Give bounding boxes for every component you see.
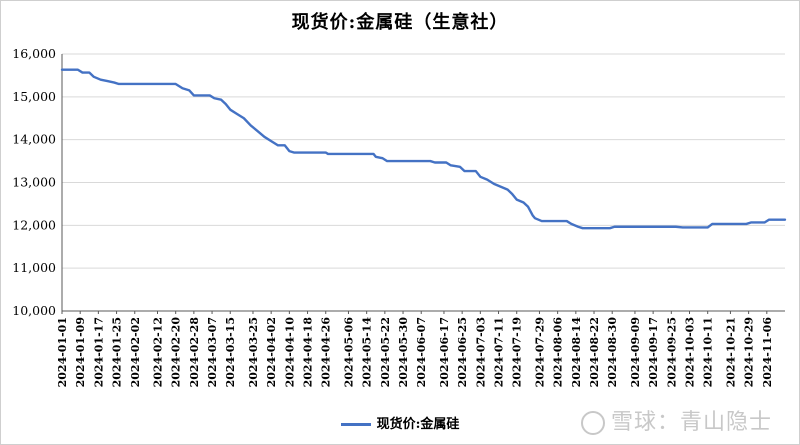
x-tick-label: 2024-07-29 xyxy=(533,317,546,387)
x-tick-label: 2024-05-06 xyxy=(342,317,355,388)
y-tick-label: 12,000 xyxy=(12,217,56,232)
x-tick-label: 2024-09-25 xyxy=(665,317,678,387)
series-line xyxy=(60,68,787,230)
x-tick-label: 2024-07-19 xyxy=(511,317,524,387)
x-tick-label: 2024-06-17 xyxy=(438,317,451,387)
x-tick-label: 2024-01-01 xyxy=(56,317,69,387)
x-tick-label: 2024-03-15 xyxy=(224,317,237,387)
y-tick-label: 14,000 xyxy=(12,132,56,147)
x-tick-labels: 2024-01-01 2024-01-09 2024-01-17 2024-01-25… xyxy=(56,317,774,388)
x-tick-label: 2024-10-29 xyxy=(743,317,756,387)
x-tick-label: 2024-02-28 xyxy=(188,317,201,388)
y-tick-labels: 10,000 11,000 12,000 13,000 14,000 15,000 16,0… xyxy=(12,46,56,318)
x-tick-label: 2024-08-06 xyxy=(552,317,565,388)
x-tick-label: 2024-04-02 xyxy=(265,317,278,387)
x-tick-label: 2024-02-12 xyxy=(151,317,164,387)
x-tick-label: 2024-05-14 xyxy=(361,317,374,388)
gridlines xyxy=(62,53,785,269)
x-tick-label: 2024-03-07 xyxy=(206,317,219,387)
x-tick-label: 2024-06-07 xyxy=(415,317,428,387)
x-tick-label: 2024-04-10 xyxy=(283,317,296,388)
watermark-text: 雪球：青山隐士 xyxy=(610,410,772,435)
x-tick-label: 2024-02-02 xyxy=(129,317,142,387)
x-tick-label: 2024-10-21 xyxy=(724,317,737,387)
legend-label: 现货价:金属硅 xyxy=(376,417,460,432)
x-tick-label: 2024-05-22 xyxy=(379,317,392,387)
y-tick-label: 10,000 xyxy=(12,303,56,318)
x-tick-label: 2024-10-03 xyxy=(684,317,697,387)
x-tick-label: 2024-09-09 xyxy=(629,317,642,387)
x-tick-label: 2024-11-06 xyxy=(761,317,774,388)
y-tick-label: 13,000 xyxy=(12,175,56,190)
x-tick-label: 2024-08-22 xyxy=(588,317,601,387)
y-tick-label: 15,000 xyxy=(12,89,56,104)
x-tick-label: 2024-07-03 xyxy=(474,317,487,387)
x-tick-label: 2024-03-25 xyxy=(247,317,260,387)
x-tick-label: 2024-01-25 xyxy=(111,317,124,387)
x-tick-label: 2024-08-30 xyxy=(606,317,619,388)
axes xyxy=(61,54,785,314)
x-tick-label: 2024-09-17 xyxy=(647,317,660,387)
x-tick-label: 2024-08-14 xyxy=(570,317,583,388)
x-tick-label: 2024-02-20 xyxy=(170,317,183,388)
x-tick-label: 2024-04-18 xyxy=(302,317,315,388)
y-tick-label: 11,000 xyxy=(12,260,56,275)
x-tick-label: 2024-10-11 xyxy=(702,317,715,387)
watermark: 雪球：青山隐士 xyxy=(580,404,772,436)
x-tick-label: 2024-05-30 xyxy=(397,317,410,388)
legend: 现货价:金属硅 xyxy=(0,413,800,432)
x-tick-label: 2024-01-09 xyxy=(74,317,87,387)
snowball-logo-icon xyxy=(580,411,605,435)
x-tick-label: 2024-04-26 xyxy=(320,317,333,388)
x-tick-label: 2024-06-25 xyxy=(456,317,469,387)
x-tick-label: 2024-07-11 xyxy=(493,317,506,387)
x-tick-label: 2024-01-17 xyxy=(92,317,105,387)
y-tick-label: 16,000 xyxy=(12,46,56,61)
series-layer xyxy=(60,68,787,230)
legend-swatch xyxy=(340,423,371,426)
chart-title: 现货价:金属硅（生意社） xyxy=(291,12,509,33)
